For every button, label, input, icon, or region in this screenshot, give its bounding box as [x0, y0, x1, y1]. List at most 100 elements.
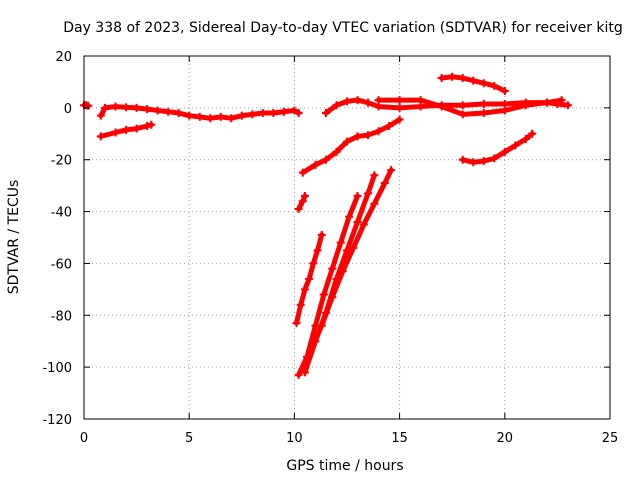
- data-point-marker: [500, 87, 509, 96]
- data-point-marker: [511, 141, 520, 150]
- data-point-marker: [521, 134, 530, 143]
- data-point-marker: [294, 370, 303, 379]
- data-point-marker: [111, 102, 120, 111]
- data-point-marker: [307, 344, 316, 353]
- data-point-marker: [296, 300, 305, 309]
- data-point-marker: [153, 106, 162, 115]
- y-tick-label: -40: [51, 206, 72, 221]
- data-point-marker: [328, 293, 337, 302]
- satellite-arc-series: [298, 115, 404, 177]
- plot-frame: [83, 55, 611, 420]
- data-point-marker: [458, 101, 467, 110]
- data-point-marker: [479, 157, 488, 166]
- x-tick-label: 0: [80, 431, 88, 446]
- data-point-marker: [416, 96, 425, 105]
- data-point-marker: [343, 137, 351, 146]
- data-point-marker: [321, 109, 330, 118]
- data-point-marker: [528, 129, 537, 138]
- data-point-marker: [328, 264, 337, 273]
- data-point-marker: [353, 192, 362, 201]
- data-point-marker: [500, 147, 509, 156]
- data-point-marker: [309, 259, 318, 268]
- data-point-marker: [349, 243, 358, 252]
- axis-ticks: 0 5 10 15 20 25 -120 -100 -80 -60 -40 -20 0 20: [42, 50, 618, 446]
- data-point-marker: [479, 99, 488, 108]
- arc-trace: [376, 97, 565, 117]
- data-point-marker: [469, 76, 478, 85]
- data-point-marker: [343, 97, 351, 106]
- data-point-marker: [458, 110, 467, 119]
- x-tick-label: 15: [391, 431, 408, 446]
- data-point-marker: [332, 101, 341, 110]
- data-point-marker: [479, 79, 488, 88]
- data-point-marker: [521, 101, 530, 110]
- data-point-marker: [563, 101, 572, 110]
- data-point-marker: [458, 74, 467, 83]
- data-point-marker: [317, 321, 326, 330]
- data-point-marker: [132, 124, 141, 133]
- arc-trace: [296, 193, 361, 378]
- y-tick-label: -120: [42, 413, 72, 428]
- data-point-marker: [338, 267, 347, 276]
- data-point-marker: [298, 197, 307, 206]
- y-tick-label: 20: [55, 50, 72, 65]
- data-point-marker: [353, 132, 362, 141]
- data-point-marker: [195, 112, 204, 121]
- y-tick-label: -100: [42, 361, 72, 376]
- data-point-marker: [237, 111, 246, 120]
- data-point-marker: [132, 103, 141, 112]
- data-point-marker: [345, 212, 354, 221]
- y-tick-label: -20: [51, 154, 72, 169]
- x-tick-label: 20: [497, 431, 514, 446]
- data-point-marker: [143, 122, 152, 131]
- data-point-marker: [147, 120, 156, 129]
- data-point-marker: [395, 115, 404, 124]
- x-axis-label: GPS time / hours: [286, 458, 403, 474]
- data-point-marker: [364, 98, 373, 107]
- data-point-marker: [490, 154, 499, 163]
- data-point-marker: [300, 285, 309, 294]
- data-point-marker: [305, 274, 314, 283]
- data-point-marker: [370, 171, 379, 180]
- data-point-marker: [359, 220, 368, 229]
- data-point-marker: [84, 101, 93, 110]
- data-point-marker: [292, 319, 301, 328]
- satellite-arc-series: [80, 101, 93, 110]
- data-point-marker: [385, 122, 394, 131]
- data-point-marker: [96, 111, 105, 120]
- satellite-arc-series: [96, 120, 156, 141]
- data-point-marker: [185, 111, 194, 120]
- data-point-marker: [96, 132, 105, 141]
- x-tick-label: 25: [602, 431, 619, 446]
- data-point-marker: [374, 96, 383, 105]
- data-point-marker: [294, 204, 303, 213]
- arc-trace: [308, 167, 394, 352]
- data-point-marker: [469, 158, 478, 167]
- x-tick-label: 5: [185, 431, 193, 446]
- data-point-marker: [164, 107, 173, 116]
- data-point-marker: [370, 199, 379, 208]
- satellite-arc-series: [294, 192, 309, 213]
- data-point-marker: [353, 217, 362, 226]
- data-point-marker: [458, 155, 467, 164]
- data-point-marker: [319, 290, 328, 299]
- data-point-marker: [111, 128, 120, 137]
- data-point-marker: [101, 103, 110, 112]
- data-point-marker: [311, 160, 320, 169]
- data-point-marker: [353, 96, 362, 105]
- data-point-marker: [258, 109, 267, 118]
- data-point-marker: [269, 109, 278, 118]
- data-point-marker: [300, 192, 309, 201]
- data-point-marker: [122, 125, 131, 134]
- satellite-arc-series: [307, 166, 396, 353]
- y-tick-label: 0: [64, 102, 72, 117]
- data-point-marker: [542, 98, 551, 107]
- satellite-arc-series: [294, 192, 362, 379]
- data-point-marker: [557, 96, 566, 105]
- data-point-marker: [395, 103, 404, 112]
- satellite-arc-series: [458, 129, 537, 167]
- data-point-marker: [248, 110, 257, 119]
- y-axis-label: SDTVAR / TECUs: [6, 180, 22, 295]
- data-point-marker: [313, 246, 322, 255]
